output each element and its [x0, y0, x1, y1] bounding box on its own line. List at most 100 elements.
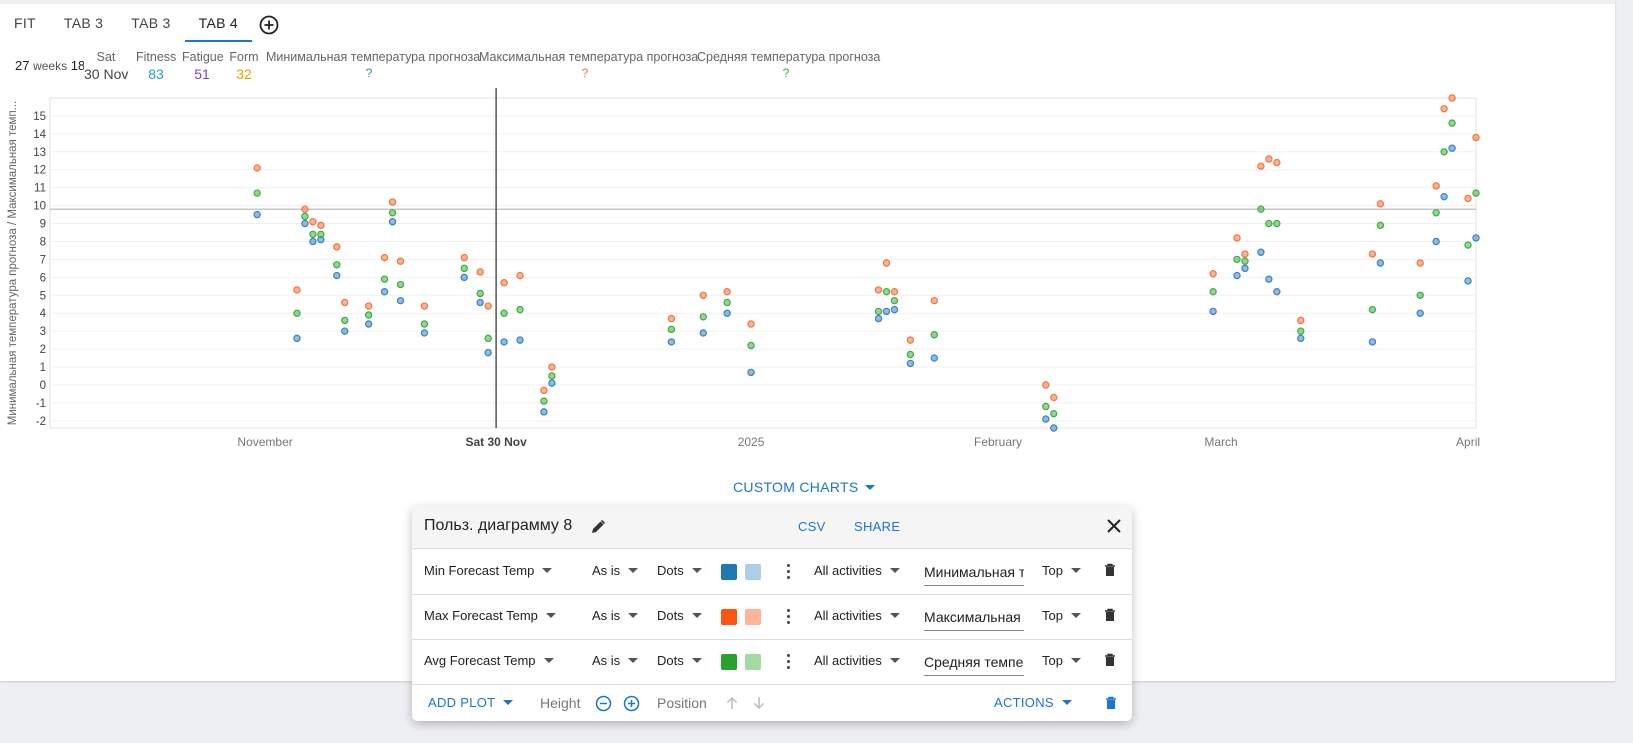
x-tick-label: 2025: [738, 435, 765, 449]
data-point: [301, 205, 309, 213]
plot-row-min: Min Forecast Temp As is Dots All activit…: [412, 549, 1132, 595]
y-tick-label: 4: [40, 308, 47, 320]
data-point: [548, 372, 556, 380]
data-point: [253, 164, 261, 172]
arrow-up-icon[interactable]: [725, 696, 739, 713]
edit-pencil-icon[interactable]: [590, 519, 606, 535]
height-decrease-icon[interactable]: [595, 695, 612, 715]
primary-color-swatch[interactable]: [721, 609, 737, 625]
secondary-color-swatch[interactable]: [745, 564, 761, 580]
tab-fit[interactable]: FIT: [14, 15, 36, 31]
data-point: [882, 259, 891, 267]
day-value: 30 Nov: [84, 66, 129, 82]
data-point: [540, 408, 548, 416]
data-point: [1416, 259, 1424, 267]
data-point: [699, 291, 707, 299]
data-point: [396, 280, 405, 289]
stat-avg-temp: Средняя температура прогноза ?: [697, 50, 881, 80]
y-tick-label: -2: [36, 416, 46, 428]
data-point: [1440, 192, 1448, 201]
stat-day: Sat 30 Nov: [84, 50, 128, 82]
more-vert-icon[interactable]: [785, 562, 791, 580]
data-point: [1233, 234, 1241, 242]
plot-label-field[interactable]: [924, 649, 1024, 676]
position-select[interactable]: Top: [1042, 608, 1081, 623]
close-icon[interactable]: [1104, 516, 1124, 536]
position-value: Top: [1042, 608, 1063, 623]
actions-button[interactable]: ACTIONS: [994, 695, 1072, 710]
data-point: [293, 286, 301, 294]
chevron-down-icon: [1070, 568, 1081, 573]
data-point: [1257, 162, 1265, 170]
arrow-down-icon[interactable]: [752, 696, 766, 713]
add-tab-icon[interactable]: [258, 14, 280, 36]
tab-tab3-b[interactable]: TAB 3: [131, 15, 171, 31]
transform-select[interactable]: As is: [592, 653, 639, 668]
data-point: [500, 338, 508, 346]
position-select[interactable]: Top: [1042, 563, 1081, 578]
plot-label-field[interactable]: [924, 604, 1024, 631]
style-select[interactable]: Dots: [657, 608, 702, 623]
avg-temp-label: Средняя температура прогноза: [697, 50, 881, 64]
position-value: Top: [1042, 563, 1063, 578]
y-tick-label: 15: [33, 111, 46, 123]
data-point: [1440, 148, 1448, 156]
data-point: [930, 354, 938, 362]
data-point: [516, 305, 524, 314]
metric-select[interactable]: Avg Forecast Temp: [424, 653, 554, 668]
primary-color-swatch[interactable]: [721, 564, 737, 580]
style-select[interactable]: Dots: [657, 653, 702, 668]
custom-charts-button[interactable]: CUSTOM CHARTS: [733, 479, 875, 495]
data-point: [388, 209, 397, 217]
share-button[interactable]: SHARE: [854, 519, 901, 534]
metric-select[interactable]: Max Forecast Temp: [424, 608, 556, 623]
delete-icon[interactable]: [1104, 608, 1118, 624]
plot-row-avg: Avg Forecast Temp As is Dots All activit…: [412, 639, 1132, 685]
data-point: [1432, 182, 1440, 190]
data-point: [1297, 334, 1305, 343]
filter-select[interactable]: All activities: [814, 563, 900, 578]
position-select[interactable]: Top: [1042, 653, 1081, 668]
delete-icon[interactable]: [1104, 653, 1118, 669]
primary-color-swatch[interactable]: [721, 654, 737, 670]
data-point: [476, 298, 484, 307]
data-point: [874, 307, 883, 316]
delete-icon[interactable]: [1104, 563, 1118, 579]
more-vert-icon[interactable]: [785, 652, 791, 670]
data-point: [388, 218, 397, 226]
data-point: [882, 307, 891, 316]
secondary-color-swatch[interactable]: [745, 654, 761, 670]
more-vert-icon[interactable]: [785, 607, 791, 625]
data-point: [309, 230, 317, 239]
data-point: [747, 320, 755, 328]
delete-chart-icon[interactable]: [1105, 696, 1117, 713]
chevron-down-icon: [628, 568, 639, 573]
data-point: [364, 320, 373, 328]
y-tick-label: 2: [40, 344, 46, 356]
filter-select[interactable]: All activities: [814, 653, 900, 668]
tab-tab3-a[interactable]: TAB 3: [63, 15, 104, 31]
add-plot-label: ADD PLOT: [428, 695, 496, 710]
secondary-color-swatch[interactable]: [745, 609, 761, 625]
transform-select[interactable]: As is: [592, 608, 639, 623]
metric-select[interactable]: Min Forecast Temp: [424, 563, 553, 578]
height-increase-icon[interactable]: [623, 695, 640, 715]
chevron-down-icon: [1070, 613, 1081, 618]
avg-temp-value: ?: [782, 66, 790, 80]
data-point: [667, 325, 676, 334]
transform-select[interactable]: As is: [592, 563, 639, 578]
csv-button[interactable]: CSV: [798, 519, 826, 534]
data-point: [1376, 259, 1385, 267]
data-point: [420, 320, 429, 328]
chart-area[interactable]: -2 -1 0 1 2 3 4 5 6 7 8 9 10 11 12 13 14 15 November Sat 30…: [0, 88, 1480, 458]
filter-select[interactable]: All activities: [814, 608, 900, 623]
data-point: [890, 296, 899, 305]
y-tick-label: 5: [40, 290, 46, 302]
add-plot-button[interactable]: ADD PLOT: [428, 695, 514, 710]
chevron-down-icon: [691, 568, 702, 573]
plot-label-field[interactable]: [924, 559, 1024, 586]
style-select[interactable]: Dots: [657, 563, 702, 578]
data-point: [460, 273, 468, 282]
tab-tab4[interactable]: TAB 4: [184, 8, 253, 42]
